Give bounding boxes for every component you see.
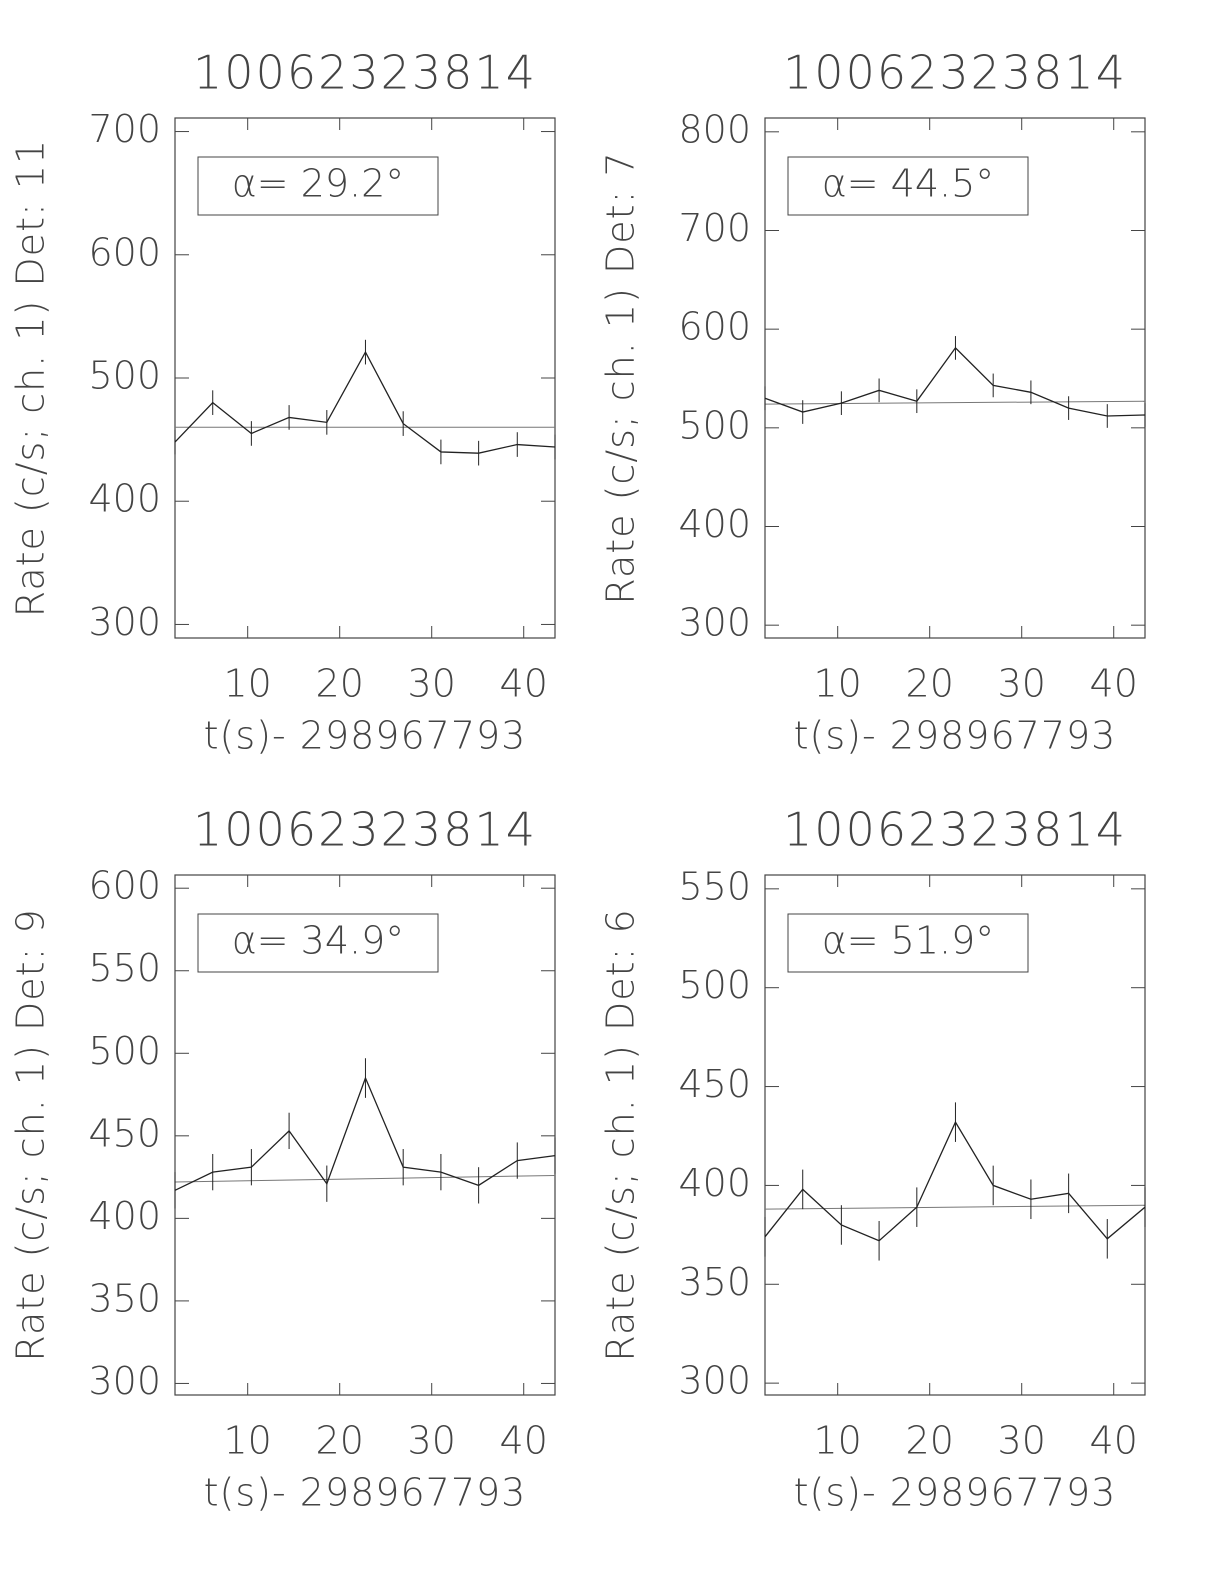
annotation: α= 34.9° bbox=[232, 919, 405, 963]
annotation-box bbox=[787, 156, 1029, 216]
y-tick-label: 450 bbox=[678, 1062, 751, 1106]
y-tick-label: 400 bbox=[88, 477, 161, 521]
annotation-box bbox=[197, 913, 439, 973]
y-tick-label: 450 bbox=[88, 1111, 161, 1155]
panel-title: 10062323814 bbox=[783, 46, 1127, 100]
y-tick-label: 500 bbox=[678, 403, 751, 447]
y-axis-label: Rate (c/s; ch. 1) Det: 7 bbox=[599, 151, 643, 604]
y-tick-label: 600 bbox=[88, 230, 161, 274]
x-tick-label: 40 bbox=[500, 662, 548, 706]
y-axis-label: Rate (c/s; ch. 1) Det: 11 bbox=[9, 139, 53, 617]
y-tick-label: 600 bbox=[88, 864, 161, 908]
annotation: α= 29.2° bbox=[232, 162, 405, 206]
y-tick-label: 350 bbox=[88, 1276, 161, 1320]
y-tick-label: 500 bbox=[678, 963, 751, 1007]
y-tick-label: 300 bbox=[678, 1359, 751, 1403]
y-tick-label: 400 bbox=[678, 502, 751, 546]
annotation: α= 51.9° bbox=[822, 919, 995, 963]
x-tick-label: 10 bbox=[814, 1419, 862, 1463]
y-tick-label: 400 bbox=[88, 1194, 161, 1238]
x-axis-label: t(s)- 298967793 bbox=[204, 1471, 527, 1515]
y-tick-label: 400 bbox=[678, 1161, 751, 1205]
y-tick-label: 700 bbox=[678, 206, 751, 250]
y-tick-label: 550 bbox=[88, 946, 161, 990]
y-tick-label: 800 bbox=[678, 107, 751, 151]
plot-frame bbox=[174, 874, 556, 1396]
x-tick-label: 30 bbox=[998, 1419, 1046, 1463]
data-line bbox=[174, 350, 556, 454]
panel-title: 10062323814 bbox=[193, 803, 537, 857]
annotation-box bbox=[197, 156, 439, 216]
y-axis-label: Rate (c/s; ch. 1) Det: 9 bbox=[9, 908, 53, 1361]
y-tick-label: 550 bbox=[678, 864, 751, 908]
fit-line bbox=[764, 1204, 1146, 1210]
x-tick-label: 40 bbox=[1090, 1419, 1138, 1463]
x-axis-label: t(s)- 298967793 bbox=[794, 714, 1117, 758]
y-tick-label: 300 bbox=[88, 600, 161, 644]
fit-line bbox=[764, 400, 1146, 405]
y-tick-label: 350 bbox=[678, 1260, 751, 1304]
annotation-box bbox=[787, 913, 1029, 973]
x-axis-label: t(s)- 298967793 bbox=[794, 1471, 1117, 1515]
x-tick-label: 10 bbox=[224, 1419, 272, 1463]
panel-title: 10062323814 bbox=[193, 46, 537, 100]
fit-line bbox=[174, 1174, 556, 1183]
x-tick-label: 10 bbox=[224, 662, 272, 706]
y-tick-label: 500 bbox=[88, 1029, 161, 1073]
y-tick-label: 700 bbox=[88, 107, 161, 151]
y-tick-label: 600 bbox=[678, 305, 751, 349]
plot-frame bbox=[764, 117, 1146, 639]
x-tick-label: 40 bbox=[500, 1419, 548, 1463]
panel-title: 10062323814 bbox=[783, 803, 1127, 857]
x-tick-label: 30 bbox=[408, 662, 456, 706]
x-axis-label: t(s)- 298967793 bbox=[204, 714, 527, 758]
x-tick-label: 30 bbox=[408, 1419, 456, 1463]
y-tick-label: 300 bbox=[88, 1359, 161, 1403]
x-tick-label: 20 bbox=[906, 662, 954, 706]
y-axis-label: Rate (c/s; ch. 1) Det: 6 bbox=[599, 908, 643, 1361]
x-tick-label: 10 bbox=[814, 662, 862, 706]
plot-frame bbox=[764, 874, 1146, 1396]
annotation: α= 44.5° bbox=[822, 162, 995, 206]
x-tick-label: 40 bbox=[1090, 662, 1138, 706]
y-tick-label: 300 bbox=[678, 601, 751, 645]
x-tick-label: 20 bbox=[906, 1419, 954, 1463]
y-tick-label: 500 bbox=[88, 354, 161, 398]
x-tick-label: 20 bbox=[316, 662, 364, 706]
x-tick-label: 20 bbox=[316, 1419, 364, 1463]
x-tick-label: 30 bbox=[998, 662, 1046, 706]
